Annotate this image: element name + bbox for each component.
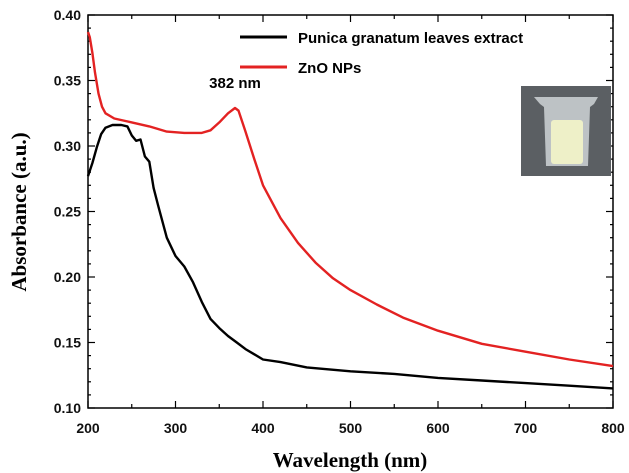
- legend-label-zno: ZnO NPs: [298, 60, 361, 77]
- x-tick-label: 600: [426, 420, 450, 436]
- tick-marks: [87, 14, 614, 409]
- x-tick-label: 300: [164, 420, 188, 436]
- x-tick-label: 500: [339, 420, 363, 436]
- y-tick-label: 0.30: [54, 138, 81, 154]
- x-tick-label: 700: [514, 420, 538, 436]
- y-axis-title: Absorbance (a.u.): [7, 132, 31, 291]
- y-tick-label: 0.10: [54, 400, 81, 416]
- x-tick-labels: 200 300 400 500 600 700 800: [76, 420, 625, 436]
- vial-powder-icon: [551, 120, 583, 164]
- series-lines: [86, 31, 614, 390]
- series-line-punica: [86, 123, 614, 390]
- inset-vial-photo: [521, 86, 611, 176]
- series-line-zno: [86, 31, 614, 368]
- peak-annotation: 382 nm: [209, 75, 261, 92]
- x-tick-label: 200: [76, 420, 100, 436]
- y-tick-labels: 0.10 0.15 0.20 0.25 0.30 0.35 0.40: [54, 7, 81, 416]
- y-tick-label: 0.15: [54, 335, 81, 351]
- x-tick-label: 400: [251, 420, 275, 436]
- y-tick-label: 0.35: [54, 73, 81, 89]
- y-tick-label: 0.20: [54, 269, 81, 285]
- legend-label-punica: Punica granatum leaves extract: [298, 30, 523, 47]
- y-tick-label: 0.25: [54, 204, 81, 220]
- y-tick-label: 0.40: [54, 7, 81, 23]
- x-axis-title: Wavelength (nm): [273, 448, 428, 472]
- legend: Punica granatum leaves extract ZnO NPs: [240, 30, 523, 77]
- x-tick-label: 800: [601, 420, 625, 436]
